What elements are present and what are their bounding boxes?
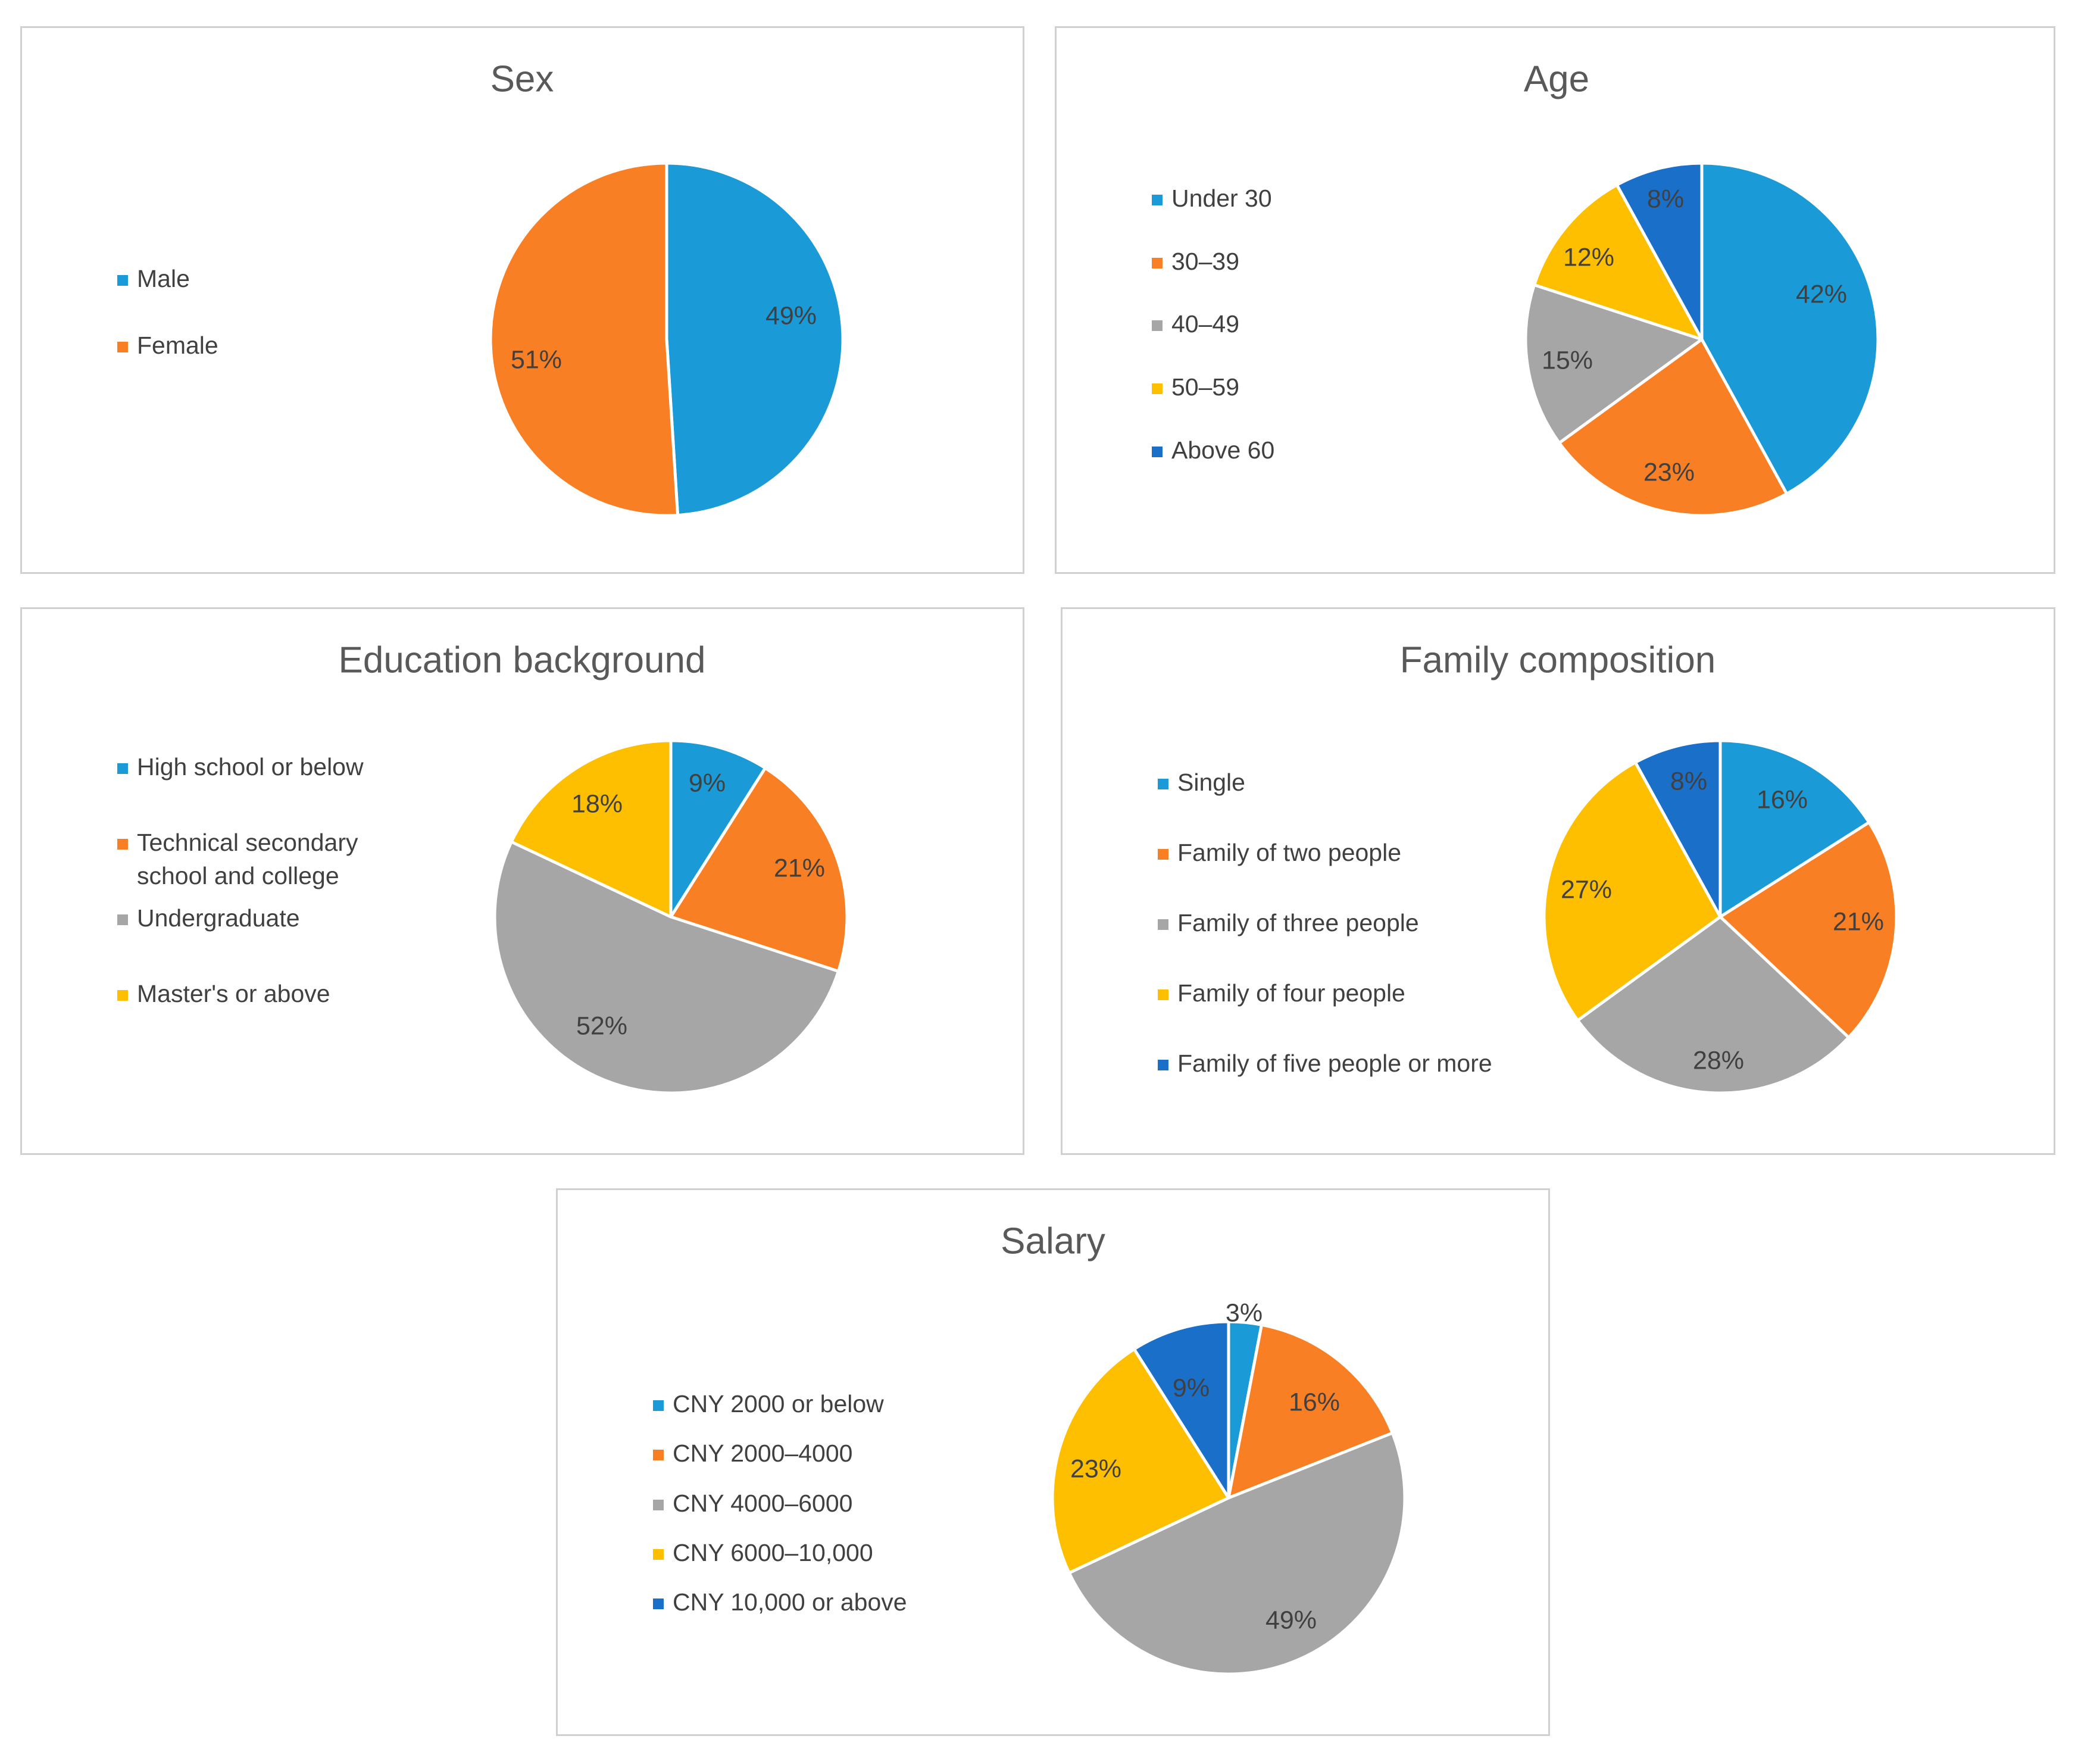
data-label-female: 51% — [511, 345, 562, 374]
legend-swatch-technical-secondary-school-and-college — [117, 839, 128, 850]
legend-label-cny-4000-6000: CNY 4000–6000 — [673, 1490, 852, 1517]
legend-swatch-30-39 — [1152, 258, 1163, 268]
legend-label-single: Single — [1177, 769, 1245, 796]
pie-slice-above-60 — [1615, 161, 1704, 341]
chart-title: Sex — [490, 58, 554, 99]
legend-swatch-family-of-four-people — [1158, 989, 1168, 1000]
data-label-30-39: 23% — [1643, 458, 1695, 486]
data-label-master-s-or-above: 18% — [571, 789, 623, 818]
legend-swatch-family-of-five-people-or-more — [1158, 1060, 1168, 1070]
pie-slice-cny-6000-10-000 — [1051, 1347, 1230, 1575]
legend-swatch-undergraduate — [117, 914, 128, 925]
legend-swatch-under-30 — [1152, 195, 1163, 205]
pie-slice-high-school-or-below — [669, 739, 767, 919]
pie-chart-sex: Sex 49% 51% Male Female — [117, 58, 845, 517]
chart-panel-family: Family composition 16% 21% 28% 27% 8% Single Fa… — [1061, 607, 2055, 1155]
legend-swatch-female — [117, 342, 128, 352]
legend-swatch-family-of-three-people — [1158, 919, 1168, 930]
legend-label-under-30: Under 30 — [1171, 185, 1272, 212]
pie-slice-cny-4000-6000 — [1067, 1431, 1407, 1676]
legend-label-family-of-four-people: Family of four people — [1177, 979, 1405, 1007]
legend-swatch-cny-4000-6000 — [653, 1500, 664, 1510]
legend-label-technical-secondary-school-and-college: Technical secondary school and college — [137, 829, 358, 889]
pie-slice-under-30 — [1700, 161, 1880, 495]
pie-slice-female — [489, 161, 680, 517]
legend-label-high-school-or-below: High school or below — [137, 753, 364, 780]
legend-label-cny-6000-10-000: CNY 6000–10,000 — [673, 1539, 873, 1566]
legend-label-40-49: 40–49 — [1171, 310, 1239, 338]
pie-slice-cny-10-000-or-above — [1132, 1320, 1230, 1500]
data-label-above-60: 8% — [1647, 185, 1684, 213]
data-label-cny-2000-4000: 16% — [1289, 1388, 1340, 1416]
data-label-40-49: 15% — [1542, 346, 1593, 374]
chart-title: Salary — [1001, 1220, 1105, 1262]
pie-slice-single — [1718, 739, 1871, 919]
pie-slice-technical-secondary-school-and-college — [669, 766, 849, 973]
pie-slice-family-of-two-people — [1718, 820, 1898, 1039]
legend-swatch-cny-6000-10-000 — [653, 1549, 664, 1560]
legend-label-above-60: Above 60 — [1171, 436, 1274, 464]
pie-slice-family-of-five-people-or-more — [1633, 739, 1722, 919]
legend-swatch-cny-10-000-or-above — [653, 1598, 664, 1609]
legend-swatch-single — [1158, 779, 1168, 789]
legend-swatch-cny-2000-4000 — [653, 1450, 664, 1460]
pie-chart-salary: Salary 3% 16% 49% 23% 9% CNY 2000 or below CNY … — [653, 1220, 1407, 1676]
chart-panel-age: Age 42% 23% 15% 12% 8% Under 30 30–39 40–49 50–59… — [1055, 26, 2055, 574]
legend-label-master-s-or-above: Master's or above — [137, 980, 330, 1007]
legend-label-female: Female — [137, 332, 218, 359]
data-label-male: 49% — [765, 301, 817, 330]
pie-slice-family-of-four-people — [1542, 761, 1722, 1022]
data-label-under-30: 42% — [1796, 280, 1847, 308]
legend-label-male: Male — [137, 265, 190, 292]
legend-swatch-50-59 — [1152, 383, 1163, 394]
chart-title: Age — [1524, 58, 1589, 99]
legend-label-cny-2000-or-below: CNY 2000 or below — [673, 1390, 884, 1418]
legend-label-50-59: 50–59 — [1171, 373, 1239, 401]
chart-panel-salary: Salary 3% 16% 49% 23% 9% CNY 2000 or below CNY … — [556, 1188, 1550, 1736]
data-label-cny-10-000-or-above: 9% — [1173, 1373, 1210, 1402]
data-label-family-of-two-people: 21% — [1833, 907, 1884, 936]
pie-slice-30-39 — [1558, 338, 1789, 517]
data-label-cny-4000-6000: 49% — [1265, 1606, 1317, 1634]
legend-swatch-master-s-or-above — [117, 990, 128, 1001]
legend-swatch-above-60 — [1152, 447, 1163, 457]
legend-swatch-40-49 — [1152, 320, 1163, 331]
data-label-high-school-or-below: 9% — [689, 769, 726, 797]
pie-slice-family-of-three-people — [1576, 915, 1851, 1095]
data-label-cny-6000-10-000: 23% — [1070, 1454, 1121, 1483]
data-label-cny-2000-or-below: 3% — [1226, 1298, 1263, 1327]
legend-label-family-of-five-people-or-more: Family of five people or more — [1177, 1050, 1492, 1077]
data-label-family-of-four-people: 27% — [1561, 875, 1612, 904]
pie-slice-cny-2000-4000 — [1227, 1323, 1394, 1500]
legend-label-undergraduate: Undergraduate — [137, 904, 300, 932]
chart-title: Education background — [338, 639, 705, 680]
legend-swatch-male — [117, 275, 128, 286]
legend-label-30-39: 30–39 — [1171, 248, 1239, 275]
pie-slice-40-49 — [1524, 283, 1704, 445]
legend-swatch-family-of-two-people — [1158, 849, 1168, 860]
chart-panel-education: Education background 9% 21% 52% 18% High scho… — [20, 607, 1024, 1155]
legend-label-cny-10-000-or-above: CNY 10,000 or above — [673, 1588, 907, 1616]
legend-label-cny-2000-4000: CNY 2000–4000 — [673, 1440, 852, 1467]
legend-label-family-of-two-people: Family of two people — [1177, 839, 1401, 866]
pie-chart-education: Education background 9% 21% 52% 18% High scho… — [117, 639, 849, 1095]
pie-chart-family: Family composition 16% 21% 28% 27% 8% Single Fa… — [1158, 639, 1898, 1095]
pie-slice-master-s-or-above — [510, 739, 673, 919]
data-label-technical-secondary-school-and-college: 21% — [774, 854, 825, 882]
data-label-undergraduate: 52% — [576, 1011, 627, 1040]
legend-swatch-high-school-or-below — [117, 763, 128, 774]
legend-swatch-cny-2000-or-below — [653, 1400, 664, 1411]
legend-label-family-of-three-people: Family of three people — [1177, 909, 1419, 936]
chart-title: Family composition — [1400, 639, 1716, 680]
pie-slice-50-59 — [1532, 183, 1704, 341]
chart-panel-sex: Sex 49% 51% Male Female — [20, 26, 1024, 574]
data-label-single: 16% — [1757, 785, 1808, 814]
pie-slice-male — [665, 161, 845, 517]
data-label-50-59: 12% — [1563, 243, 1614, 271]
pie-chart-age: Age 42% 23% 15% 12% 8% Under 30 30–39 40–49 50–59… — [1152, 58, 1880, 517]
pie-slice-undergraduate — [493, 840, 840, 1095]
data-label-family-of-three-people: 28% — [1693, 1046, 1744, 1075]
data-label-family-of-five-people-or-more: 8% — [1670, 767, 1707, 795]
